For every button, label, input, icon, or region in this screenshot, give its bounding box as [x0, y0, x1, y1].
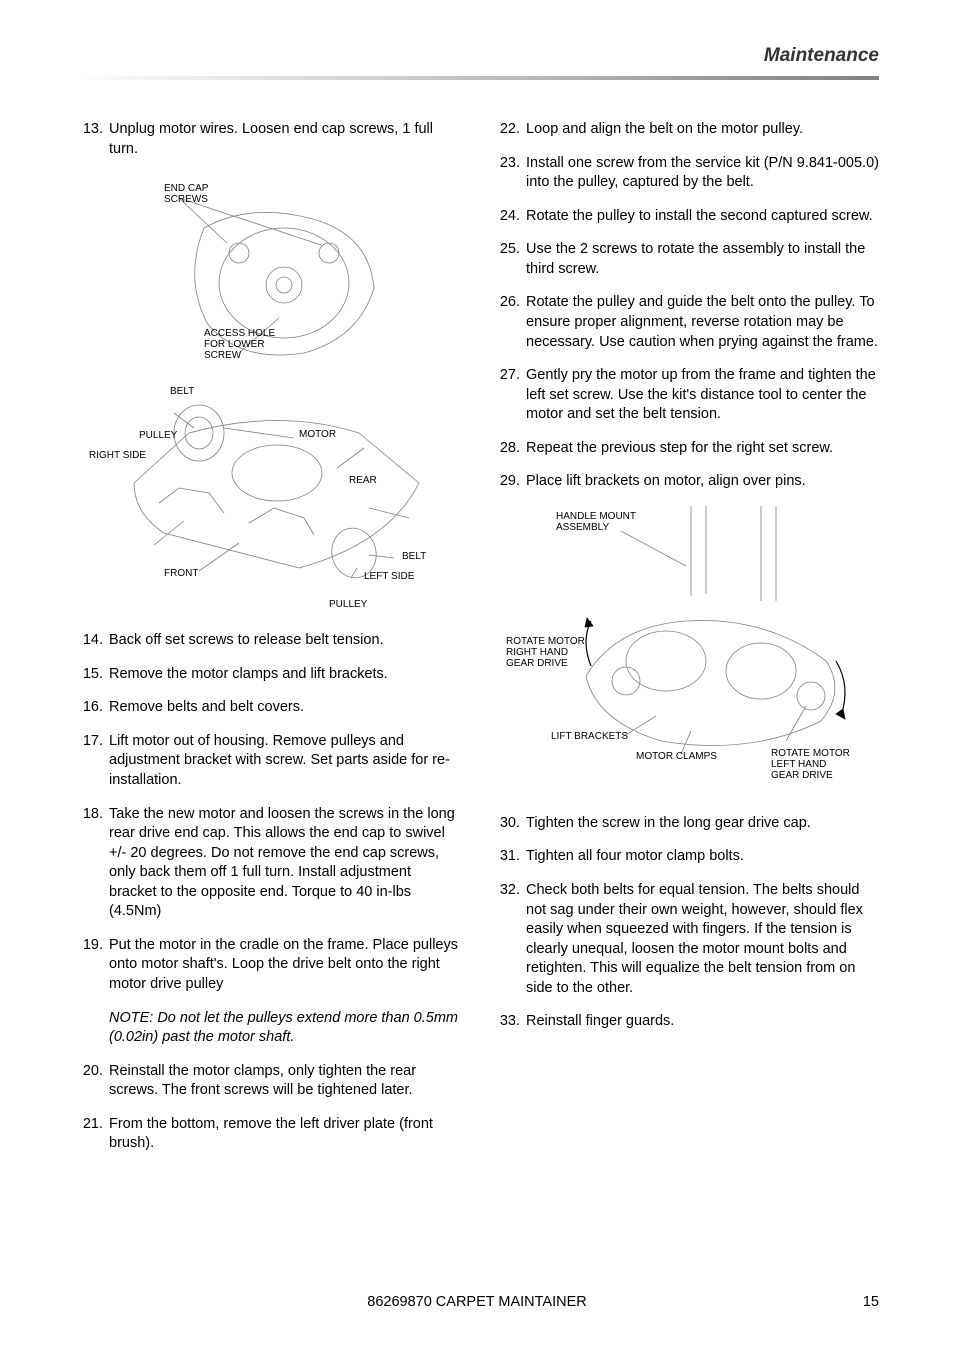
step-text: Put the motor in the cradle on the frame… [109, 936, 462, 995]
step-28: 28. Repeat the previous step for the rig… [492, 439, 879, 459]
step-number: 18. [75, 805, 109, 922]
step-text: Tighten all four motor clamp bolts. [526, 847, 879, 867]
step-20: 20. Reinstall the motor clamps, only tig… [75, 1062, 462, 1101]
step-text: Rotate the pulley and guide the belt ont… [526, 293, 879, 352]
header-divider [75, 76, 879, 80]
step-number: 26. [492, 293, 526, 352]
label-rotate-left: ROTATE MOTOR LEFT HAND GEAR DRIVE [771, 748, 850, 781]
step-text: Reinstall the motor clamps, only tighten… [109, 1062, 462, 1101]
label-motor: MOTOR [299, 429, 336, 440]
step-number: 15. [75, 665, 109, 685]
step-text: Place lift brackets on motor, align over… [526, 472, 879, 492]
step-number: 30. [492, 814, 526, 834]
step-number: 33. [492, 1012, 526, 1032]
label-pulley-bottom: PULLEY [329, 599, 367, 610]
step-number: 17. [75, 732, 109, 791]
label-right-side: RIGHT SIDE [89, 450, 146, 461]
step-text: Rotate the pulley to install the second … [526, 207, 879, 227]
step-text: Back off set screws to release belt tens… [109, 631, 462, 651]
step-number: 21. [75, 1115, 109, 1154]
section-title: Maintenance [764, 45, 879, 67]
step-27: 27. Gently pry the motor up from the fra… [492, 366, 879, 425]
step-number: 20. [75, 1062, 109, 1101]
diagram-1 [109, 173, 439, 613]
label-belt-bottom: BELT [402, 551, 426, 562]
step-number: 19. [75, 936, 109, 995]
step-number: 24. [492, 207, 526, 227]
step-number: 32. [492, 881, 526, 998]
step-text: Use the 2 screws to rotate the assembly … [526, 240, 879, 279]
step-33: 33. Reinstall finger guards. [492, 1012, 879, 1032]
step-number: 31. [492, 847, 526, 867]
label-pulley-top: PULLEY [139, 430, 177, 441]
label-motor-clamps: MOTOR CLAMPS [636, 751, 717, 762]
step-21: 21. From the bottom, remove the left dri… [75, 1115, 462, 1154]
step-number: 25. [492, 240, 526, 279]
note-pulley-extend: NOTE: Do not let the pulleys extend more… [109, 1009, 462, 1048]
step-number: 23. [492, 154, 526, 193]
step-29: 29. Place lift brackets on motor, align … [492, 472, 879, 492]
step-15: 15. Remove the motor clamps and lift bra… [75, 665, 462, 685]
step-22: 22. Loop and align the belt on the motor… [492, 120, 879, 140]
label-access-hole: ACCESS HOLE FOR LOWER SCREW [204, 328, 275, 361]
step-text: Lift motor out of housing. Remove pulley… [109, 732, 462, 791]
step-16: 16. Remove belts and belt covers. [75, 698, 462, 718]
step-31: 31. Tighten all four motor clamp bolts. [492, 847, 879, 867]
step-18: 18. Take the new motor and loosen the sc… [75, 805, 462, 922]
step-number: 27. [492, 366, 526, 425]
step-19: 19. Put the motor in the cradle on the f… [75, 936, 462, 995]
page-content: 13. Unplug motor wires. Loosen end cap s… [75, 120, 879, 1168]
left-column: 13. Unplug motor wires. Loosen end cap s… [75, 120, 462, 1168]
step-17: 17. Lift motor out of housing. Remove pu… [75, 732, 462, 791]
step-text: Reinstall finger guards. [526, 1012, 879, 1032]
step-26: 26. Rotate the pulley and guide the belt… [492, 293, 879, 352]
step-text: Loop and align the belt on the motor pul… [526, 120, 879, 140]
right-column: 22. Loop and align the belt on the motor… [492, 120, 879, 1168]
footer-doc-id: 86269870 CARPET MAINTAINER [367, 1294, 586, 1310]
label-belt-top: BELT [170, 386, 194, 397]
step-text: Check both belts for equal tension. The … [526, 881, 879, 998]
step-24: 24. Rotate the pulley to install the sec… [492, 207, 879, 227]
step-25: 25. Use the 2 screws to rotate the assem… [492, 240, 879, 279]
page-header: Maintenance [75, 50, 879, 80]
step-30: 30. Tighten the screw in the long gear d… [492, 814, 879, 834]
label-handle-mount: HANDLE MOUNT ASSEMBLY [556, 511, 636, 533]
step-text: From the bottom, remove the left driver … [109, 1115, 462, 1154]
step-32: 32. Check both belts for equal tension. … [492, 881, 879, 998]
step-number: 22. [492, 120, 526, 140]
figure-1: END CAP SCREWS ACCESS HOLE FOR LOWER SCR… [109, 173, 462, 613]
step-number: 13. [75, 120, 109, 159]
step-text: Remove the motor clamps and lift bracket… [109, 665, 462, 685]
step-23: 23. Install one screw from the service k… [492, 154, 879, 193]
label-front: FRONT [164, 568, 198, 579]
label-rotate-right: ROTATE MOTOR RIGHT HAND GEAR DRIVE [506, 636, 585, 669]
figure-2: HANDLE MOUNT ASSEMBLY ROTATE MOTOR RIGHT… [526, 506, 879, 796]
step-number: 14. [75, 631, 109, 651]
step-text: Tighten the screw in the long gear drive… [526, 814, 879, 834]
step-number: 28. [492, 439, 526, 459]
label-left-side: LEFT SIDE [364, 571, 414, 582]
step-text: Remove belts and belt covers. [109, 698, 462, 718]
page-footer: 86269870 CARPET MAINTAINER 15 [75, 1294, 879, 1310]
step-number: 16. [75, 698, 109, 718]
step-text: Gently pry the motor up from the frame a… [526, 366, 879, 425]
step-text: Unplug motor wires. Loosen end cap screw… [109, 120, 462, 159]
step-text: Repeat the previous step for the right s… [526, 439, 879, 459]
label-rear: REAR [349, 475, 377, 486]
page-number: 15 [863, 1294, 879, 1310]
label-end-cap-screws: END CAP SCREWS [164, 183, 208, 205]
step-text: Install one screw from the service kit (… [526, 154, 879, 193]
label-lift-brackets: LIFT BRACKETS [551, 731, 628, 742]
step-number: 29. [492, 472, 526, 492]
step-13: 13. Unplug motor wires. Loosen end cap s… [75, 120, 462, 159]
step-text: Take the new motor and loosen the screws… [109, 805, 462, 922]
step-14: 14. Back off set screws to release belt … [75, 631, 462, 651]
